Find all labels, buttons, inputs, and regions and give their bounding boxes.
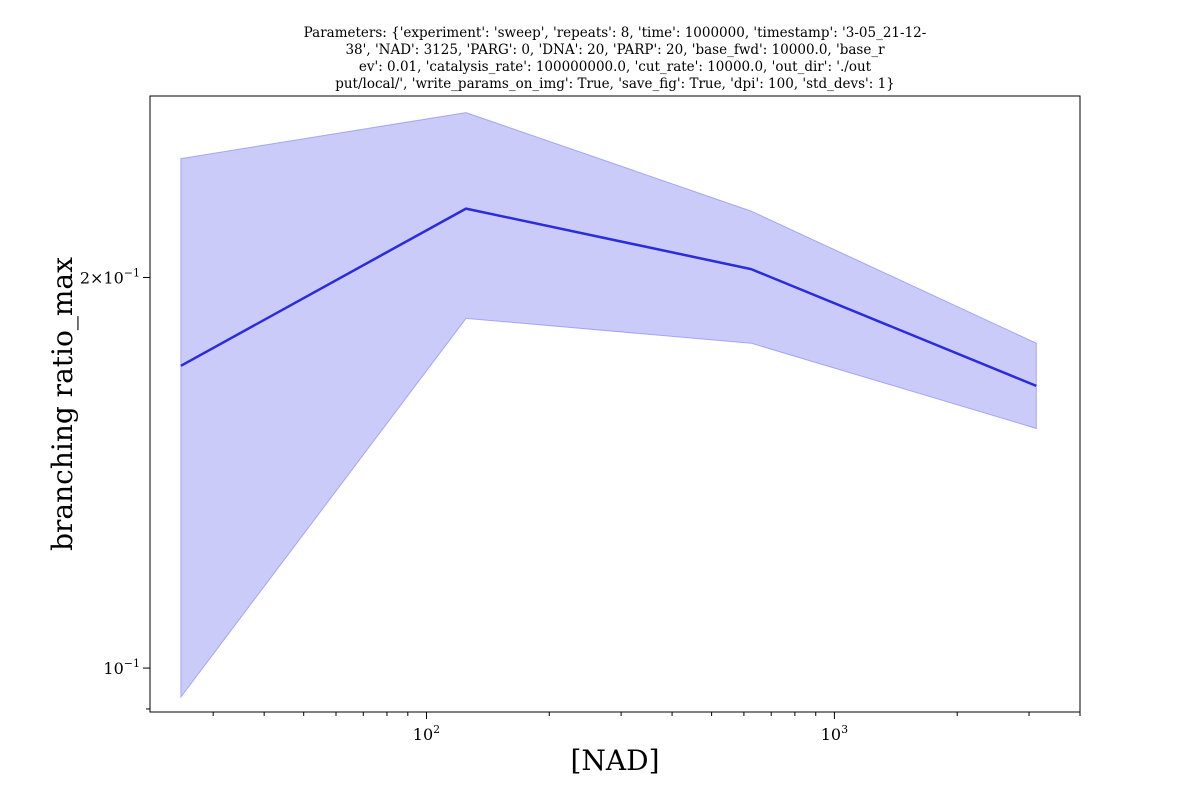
title-line-1: Parameters: {'experiment': 'sweep', 'rep… — [304, 25, 927, 41]
x-tick-label: 102 — [413, 723, 440, 744]
x-axis-ticks: 102 103 — [212, 712, 1081, 744]
y-tick-label: 10−1 — [103, 657, 140, 678]
x-tick-label: 103 — [821, 723, 848, 744]
mean-line — [180, 207, 1037, 388]
title-line-3: ev': 0.01, 'catalysis_rate': 100000000.0… — [359, 59, 872, 75]
y-tick-label: 2×10−1 — [80, 266, 140, 287]
y-axis-ticks: 2×10−1 10−1 — [80, 266, 150, 710]
title-line-2: 38', 'NAD': 3125, 'PARG': 0, 'DNA': 20, … — [345, 42, 885, 58]
axes-frame — [149, 95, 1081, 713]
chart-title: Parameters: {'experiment': 'sweep', 'rep… — [304, 25, 927, 92]
y-axis-label: branching ratio_max — [46, 257, 79, 551]
plot-area — [180, 112, 1037, 699]
x-axis-label: [NAD] — [570, 744, 659, 777]
std-dev-band — [180, 112, 1037, 699]
title-line-4: put/local/', 'write_params_on_img': True… — [335, 76, 895, 92]
